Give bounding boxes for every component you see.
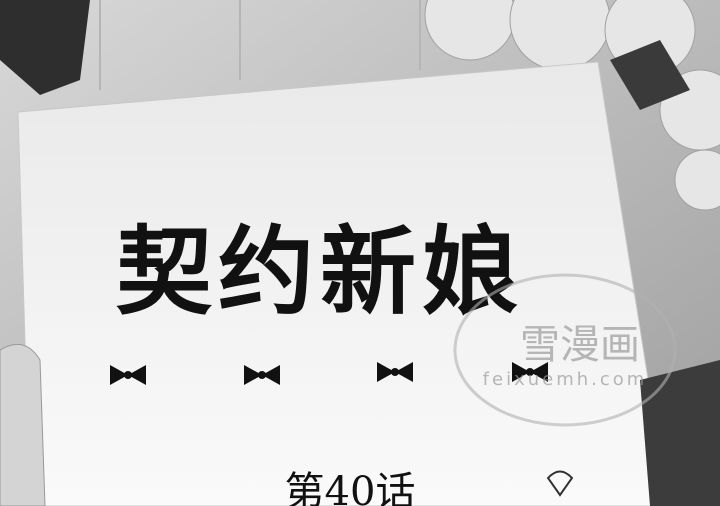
- chapter: 第40话: [285, 469, 416, 506]
- bows: [110, 362, 548, 385]
- ribbon-top-left: [0, 0, 90, 95]
- watermark-url: feixuemh.com: [483, 369, 648, 390]
- wood-planks: [99, 0, 421, 90]
- leaves: [610, 40, 690, 110]
- flowers: [424, 0, 720, 211]
- watermark-frame: [453, 273, 677, 427]
- title: 契约新娘: [116, 216, 524, 328]
- heart-balloon: [546, 470, 574, 497]
- hand: [0, 343, 46, 506]
- gift-ribbon: [640, 360, 720, 506]
- watermark-name: 雪漫画: [520, 322, 640, 368]
